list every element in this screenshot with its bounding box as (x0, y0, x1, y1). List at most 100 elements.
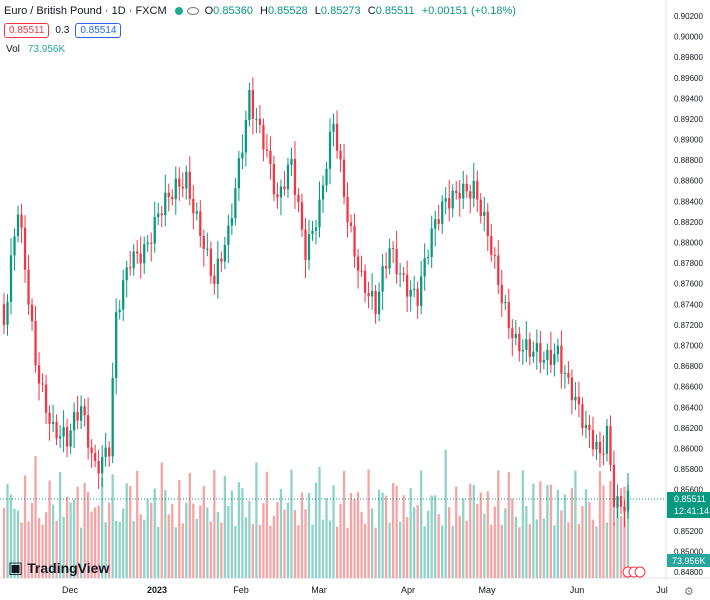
price-tick-label: 0.86200 (674, 424, 703, 433)
symbol-title[interactable]: Euro / British Pound · 1D · FXCM (4, 5, 167, 17)
candle (174, 166, 177, 215)
candle (584, 410, 588, 439)
price-tick-label: 0.87800 (674, 259, 703, 268)
tradingview-logo[interactable]: ▣ TradingView (8, 558, 109, 578)
candle (335, 110, 339, 159)
candle (497, 240, 500, 294)
candle (104, 432, 107, 467)
candle (486, 202, 489, 252)
volume-bars (2, 449, 630, 578)
gear-icon[interactable]: ⚙ (684, 586, 694, 598)
volume-bar (483, 513, 486, 578)
candle (591, 416, 595, 457)
candle (469, 184, 472, 214)
candle (65, 418, 69, 458)
candle (458, 180, 461, 217)
volume-bar (83, 482, 86, 578)
volume-bar (381, 492, 384, 578)
candle (598, 431, 602, 468)
volume-bar (223, 475, 226, 578)
price-tick-label: 0.86600 (674, 383, 703, 392)
volume-bar (136, 470, 139, 578)
volume-bar (465, 520, 468, 578)
symbol-header[interactable]: Euro / British Pound · 1D · FXCM O0.8536… (0, 0, 520, 22)
buy-button[interactable]: 0.85514 (75, 23, 122, 38)
candle (448, 179, 451, 222)
price-tick-label: 0.85000 (674, 547, 703, 556)
volume-tag-bg (667, 554, 710, 567)
eye-icon[interactable] (186, 7, 199, 15)
candle (9, 238, 13, 315)
candle (360, 255, 363, 278)
volume-bar (37, 518, 41, 578)
price-axis[interactable]: 0.90200 0.90000 0.89800 0.89600 0.89400 0.892… (674, 12, 703, 577)
open-value: 0.85360 (213, 5, 253, 17)
candle (181, 172, 184, 198)
candle (101, 445, 104, 488)
price-tick-label: 0.87600 (674, 280, 703, 289)
volume-bar (79, 527, 83, 578)
volume-bar (234, 525, 237, 578)
candle (518, 327, 521, 362)
volume-bar (209, 521, 212, 578)
candle (269, 136, 272, 180)
volume-bar (122, 508, 125, 578)
candle (83, 398, 86, 427)
volume-bar (370, 508, 374, 578)
volume-bar (51, 504, 55, 578)
volume-bar (377, 489, 381, 578)
candle (34, 305, 37, 373)
high-value: 0.85528 (267, 5, 308, 17)
volume-bar (525, 506, 528, 578)
volume-bar (328, 520, 332, 578)
time-axis[interactable]: Dec 2023 Feb Mar Apr May Jun Jul (62, 585, 668, 595)
candle (209, 241, 212, 284)
time-tick-label: 2023 (147, 585, 167, 595)
candle (220, 251, 223, 273)
change-value: +0.00151 (+0.18%) (421, 5, 516, 17)
volume-bar (448, 507, 451, 578)
candle (325, 161, 328, 193)
candle (276, 182, 279, 209)
candle (160, 205, 163, 228)
volume-bar (108, 502, 111, 578)
price-tick-label: 0.87000 (674, 341, 703, 350)
candle (265, 133, 269, 158)
market-status-icon (174, 7, 183, 15)
event-markers[interactable] (622, 566, 646, 578)
candle (416, 281, 419, 319)
tradingview-logo-icon: ▣ (8, 560, 24, 577)
sell-button[interactable]: 0.85511 (4, 23, 50, 38)
candle (349, 214, 353, 233)
volume-bar (360, 511, 363, 578)
volume-bar (612, 522, 616, 578)
candle (27, 254, 30, 315)
candle (255, 108, 258, 134)
volume-bar (188, 472, 191, 578)
volume-bar (363, 523, 367, 578)
volume-bar (391, 482, 395, 578)
volume-bar (262, 503, 265, 578)
candle (55, 414, 58, 446)
volume-legend[interactable]: Vol 73.956K (6, 44, 65, 55)
candle (525, 321, 528, 363)
volume-bar (72, 499, 76, 578)
candle (619, 488, 623, 515)
candle (125, 260, 128, 298)
volume-bar (374, 527, 377, 578)
volume-value: 73.956K (27, 44, 66, 55)
volume-bar (584, 489, 588, 578)
candle (136, 240, 139, 264)
volume-bar (230, 490, 234, 578)
candle (58, 425, 62, 448)
event-marker-icon[interactable] (634, 566, 646, 578)
volume-bar (413, 507, 416, 578)
volume-bar (546, 484, 549, 578)
candle (132, 244, 135, 276)
candle (150, 232, 153, 262)
volume-bar (244, 517, 248, 578)
candle (626, 472, 630, 519)
candle (444, 187, 447, 215)
volume-bar (76, 486, 79, 578)
